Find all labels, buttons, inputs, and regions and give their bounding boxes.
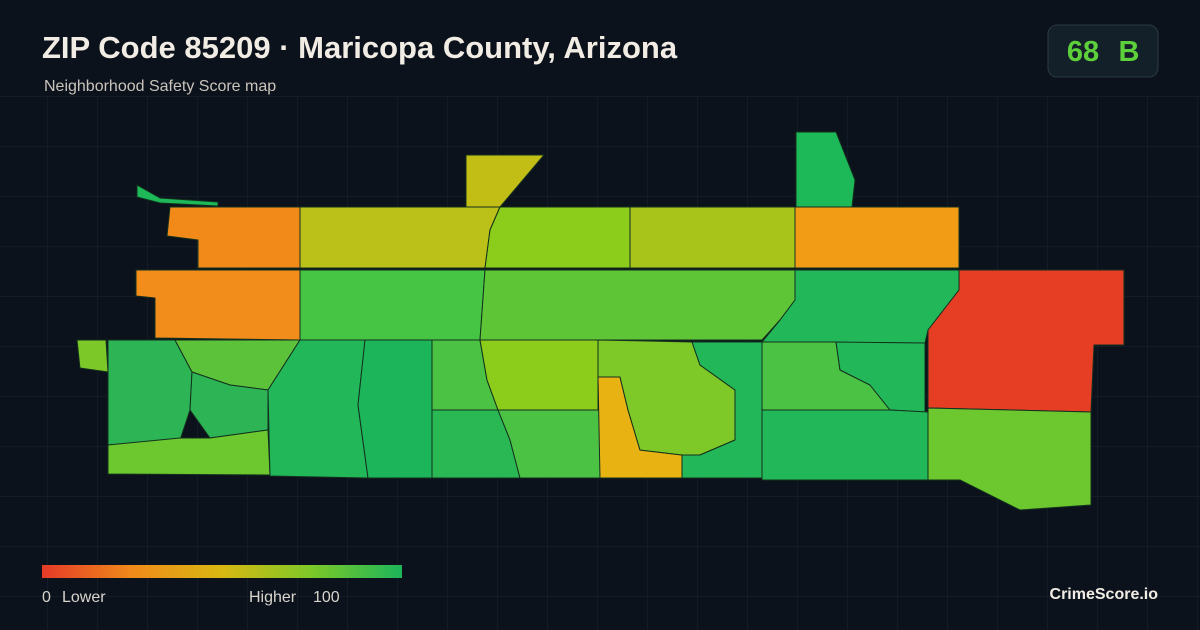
region — [76, 339, 109, 373]
score-value: 68 — [1067, 36, 1099, 68]
region — [629, 206, 796, 269]
legend-min-label: Lower — [62, 589, 106, 606]
region — [795, 131, 856, 208]
region — [357, 339, 433, 479]
map — [76, 131, 1125, 511]
region — [794, 206, 960, 269]
region — [135, 269, 301, 341]
region — [299, 269, 486, 341]
legend-max: 100 — [313, 589, 340, 606]
region — [479, 269, 796, 341]
legend-scale — [42, 565, 402, 578]
region — [107, 429, 271, 476]
region — [927, 407, 1092, 511]
region — [761, 409, 929, 481]
score-badge — [1047, 24, 1159, 78]
legend-min: 0 — [42, 589, 51, 606]
region — [299, 206, 501, 269]
region — [136, 184, 219, 207]
region — [107, 339, 193, 446]
title: ZIP Code 85209 · Maricopa County, Arizon… — [42, 30, 678, 65]
region — [484, 206, 631, 269]
subtitle: Neighborhood Safety Score map — [44, 78, 276, 95]
brand: CrimeScore.io — [1050, 586, 1159, 603]
legend-max-label: Higher — [249, 589, 297, 606]
region — [479, 339, 599, 411]
region — [497, 409, 601, 479]
score-grade: B — [1119, 36, 1140, 68]
